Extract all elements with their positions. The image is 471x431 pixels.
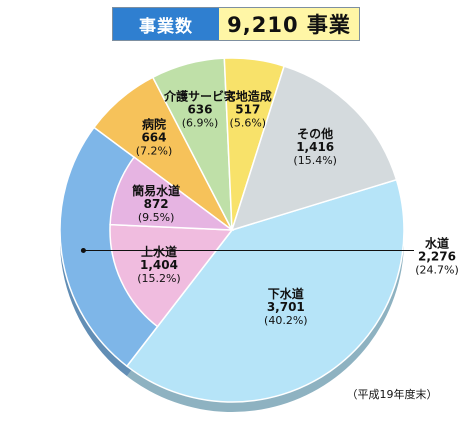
header-box: 事業数 9,210 事業 bbox=[112, 7, 360, 41]
header-value: 9,210 事業 bbox=[219, 8, 359, 40]
others-name: その他 bbox=[297, 126, 333, 141]
upper-water-name: 上水道 bbox=[141, 244, 177, 259]
nursing-care-percent: (6.9%) bbox=[182, 116, 219, 129]
sub-slice-simple-water bbox=[109, 156, 235, 231]
simple-water-percent: (9.5%) bbox=[138, 211, 175, 224]
sewer-value: 3,701 bbox=[267, 300, 305, 314]
fiscal-year-note: （平成19年度末） bbox=[347, 387, 438, 401]
others-value: 1,416 bbox=[296, 140, 334, 154]
land-development-name: 宅地造成 bbox=[224, 89, 272, 104]
upper-water-percent: (15.2%) bbox=[137, 272, 181, 285]
header-label: 事業数 bbox=[113, 8, 219, 40]
land-development-percent: (5.6%) bbox=[230, 117, 267, 130]
sewer-percent: (40.2%) bbox=[264, 314, 308, 327]
water-supply-percent: (24.7%) bbox=[415, 263, 459, 276]
simple-water-name: 簡易水道 bbox=[132, 183, 180, 198]
hospital-percent: (7.2%) bbox=[136, 144, 173, 157]
slice-sewer bbox=[125, 178, 405, 403]
pie-labels: 下水道3,701(40.2%)病院664(7.2%)介護サービス636(6.9%… bbox=[80, 88, 459, 327]
hospital-value: 664 bbox=[141, 130, 166, 144]
nursing-care-value: 636 bbox=[187, 102, 212, 116]
sewer-name: 下水道 bbox=[268, 286, 304, 301]
slice-others bbox=[230, 65, 398, 232]
water-supply-label: 水道2,276(24.7%) bbox=[415, 235, 459, 276]
water-supply-name: 水道 bbox=[425, 235, 449, 250]
upper-water-value: 1,404 bbox=[140, 258, 178, 272]
land-development-value: 517 bbox=[235, 103, 260, 117]
nursing-care-name: 介護サービス bbox=[163, 88, 236, 103]
water-supply-value: 2,276 bbox=[418, 249, 456, 263]
pie-slices bbox=[59, 57, 405, 403]
others-percent: (15.4%) bbox=[293, 154, 337, 167]
simple-water-value: 872 bbox=[144, 197, 169, 211]
hospital-name: 病院 bbox=[142, 116, 166, 131]
